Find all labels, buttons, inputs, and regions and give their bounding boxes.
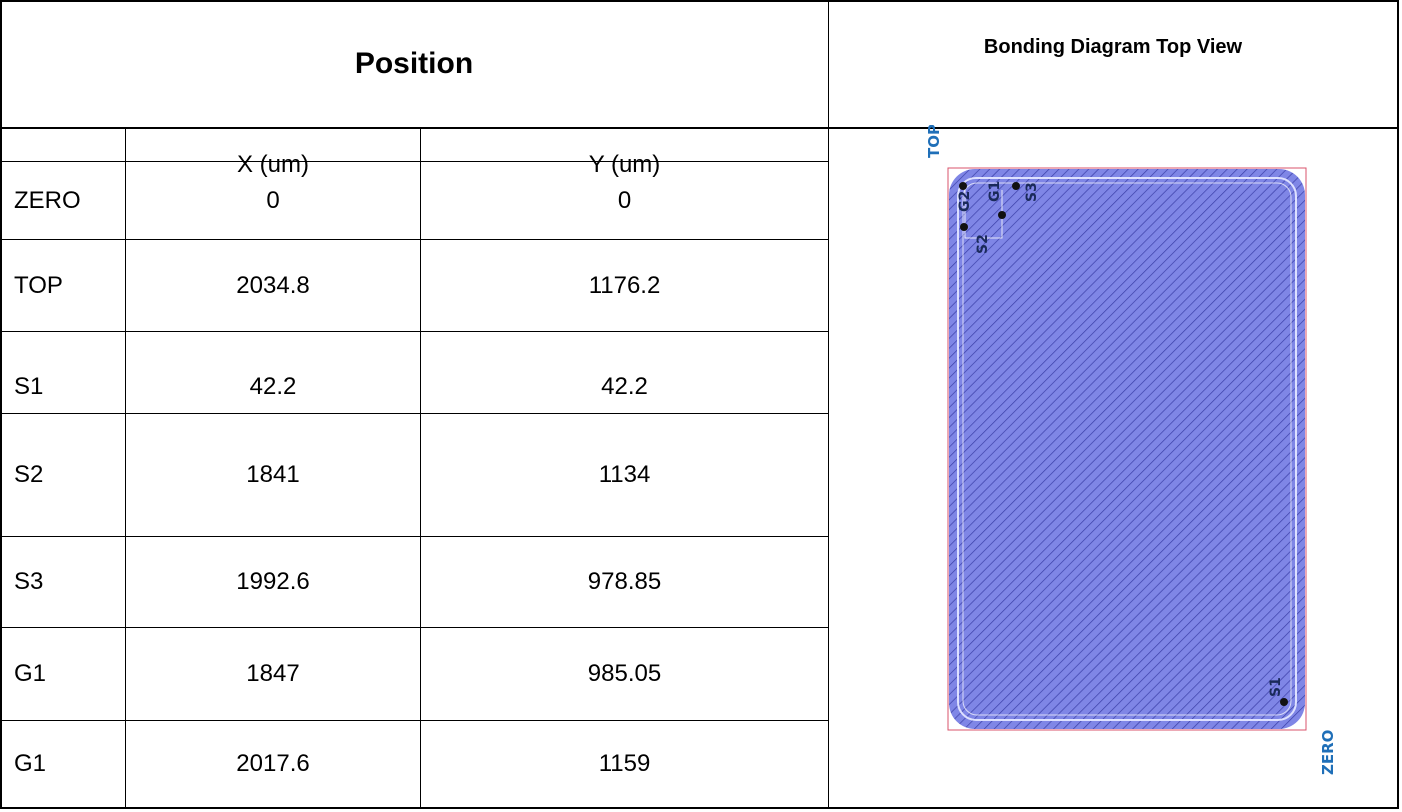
rule-row-5: [0, 627, 828, 628]
row-y-value: 985.05: [587, 660, 662, 687]
corner-label-top: TOP: [928, 125, 943, 158]
die-body: [949, 169, 1305, 729]
pad-label-g2: G2: [957, 191, 973, 212]
rule-col-1: [125, 128, 126, 809]
row-y-value: 0: [617, 186, 632, 214]
position-title: Position: [354, 47, 474, 80]
pad-g2-dot: [959, 182, 967, 190]
rule-right: [1397, 0, 1399, 809]
rule-row-0: [0, 161, 828, 162]
row-x-value: 0: [266, 186, 280, 214]
rule-row-2: [0, 331, 828, 332]
die-inner-ring: [957, 177, 1297, 721]
row-label: ZERO: [14, 186, 81, 214]
row-x-value: 2034.8: [236, 271, 310, 299]
pad-label-s2: S2: [975, 234, 991, 254]
row-x-value: 42.2: [249, 373, 297, 400]
die-outline: [947, 167, 1307, 731]
row-label: TOP: [14, 271, 63, 299]
bonding-diagram: TOP G2 G1 S3 S2 S1 ZERO: [928, 125, 1337, 775]
row-y-value: 1159: [598, 750, 651, 777]
pad-s2-dot: [960, 223, 968, 231]
column-header-x: X (um): [237, 151, 309, 178]
row-x-value: 1841: [246, 461, 300, 488]
rule-col-2: [420, 128, 421, 809]
rule-top: [0, 0, 1399, 2]
corner-label-zero: ZERO: [1319, 730, 1337, 775]
rule-row-4: [0, 536, 828, 537]
pad-label-s3: S3: [1024, 182, 1040, 202]
column-header-y: Y (um): [588, 151, 661, 178]
row-label: S1: [14, 373, 44, 400]
row-x-value: 2017.6: [236, 750, 310, 777]
rule-row-1: [0, 239, 828, 240]
die-inner-ring-2: [962, 182, 1292, 716]
pad-s3-dot: [1012, 182, 1020, 190]
row-x-value: 1847: [246, 660, 300, 687]
row-y-value: 1176.2: [588, 271, 661, 299]
diagram-title: Bonding Diagram Top View: [983, 36, 1243, 58]
rule-left: [0, 0, 2, 809]
rule-row-6: [0, 720, 828, 721]
row-y-value: 42.2: [601, 373, 648, 400]
rule-row-3: [0, 413, 828, 414]
row-y-value: 978.85: [587, 568, 662, 595]
pad-label-s1: S1: [1268, 677, 1284, 697]
rule-bottom: [0, 807, 1399, 809]
pad-label-g1: G1: [987, 181, 1003, 202]
pad-g1-dot: [998, 211, 1006, 219]
row-label: S2: [14, 461, 44, 488]
row-y-value: 1134: [598, 461, 651, 488]
row-label: G1: [14, 660, 47, 687]
rule-header: [0, 127, 1399, 129]
row-x-value: 1992.6: [236, 568, 310, 595]
pad-s1-dot: [1280, 698, 1288, 706]
rule-col-3: [828, 0, 829, 809]
row-label: G1: [14, 750, 47, 777]
row-label: S3: [14, 568, 44, 595]
